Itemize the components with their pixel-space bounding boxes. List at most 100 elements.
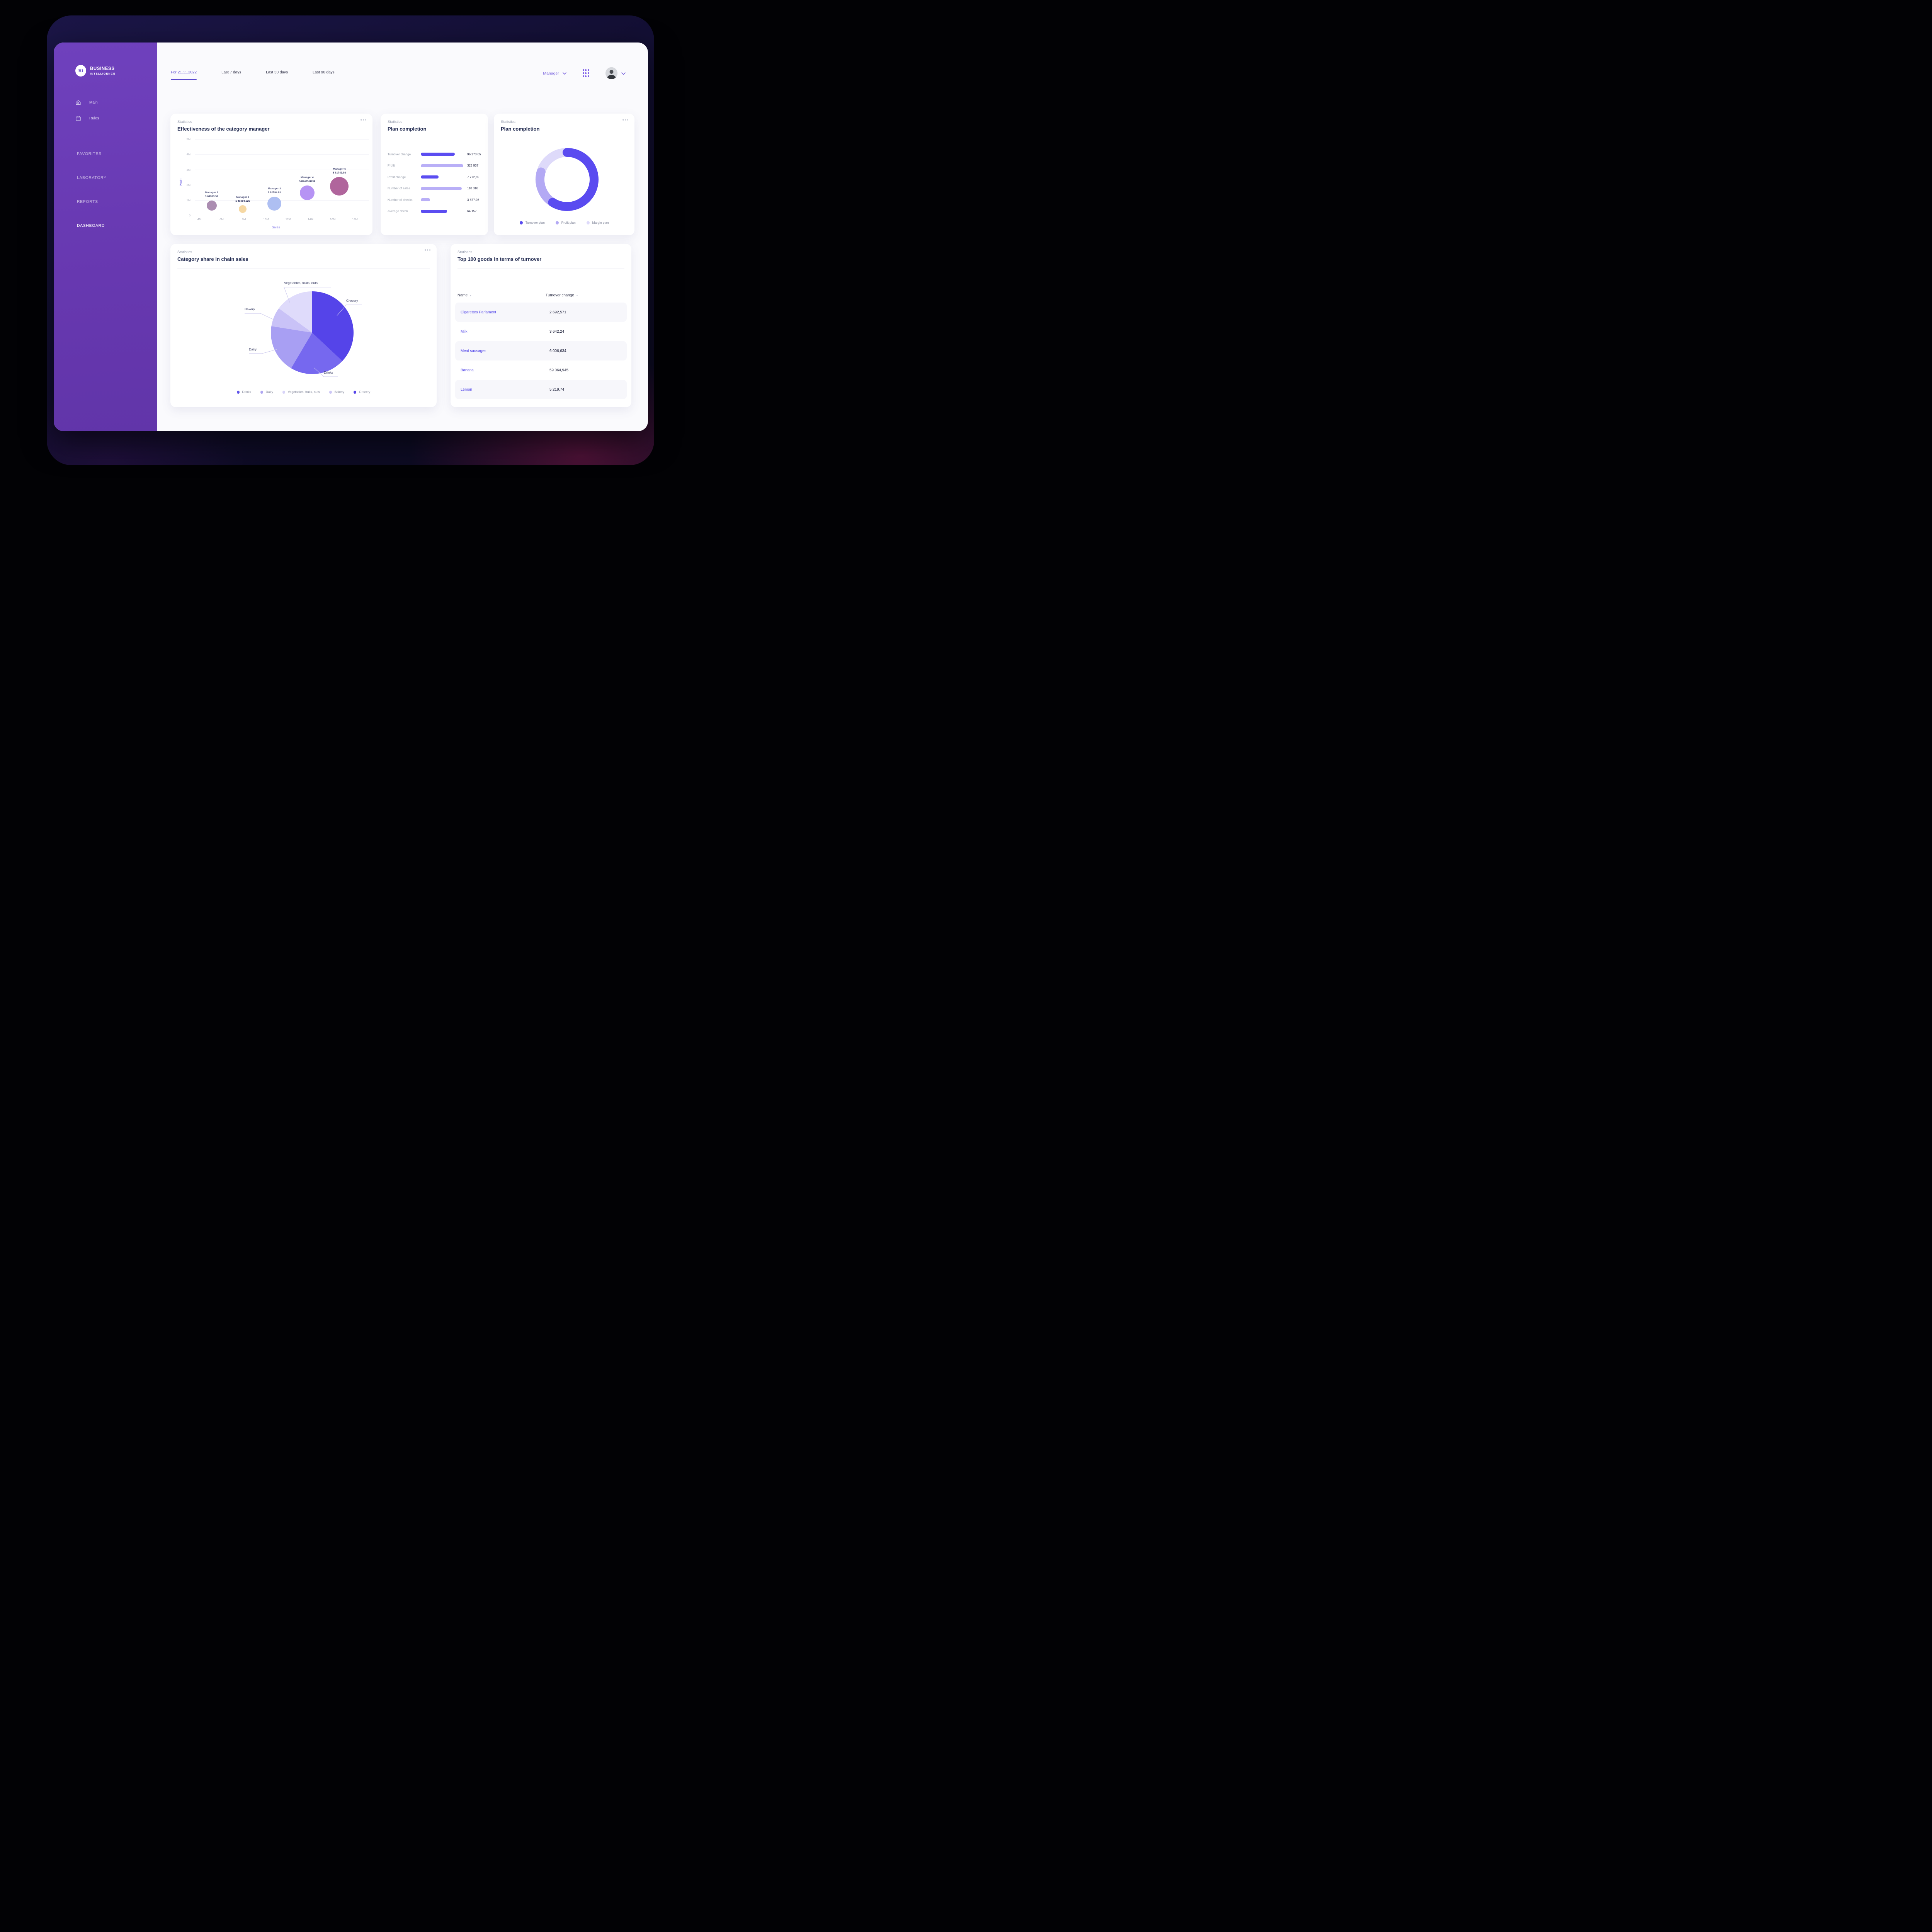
sort-icon[interactable]: ▾ [470,294,471,297]
sidebar-item-label: Rules [89,116,99,121]
x-tick-label: 18M [352,218,358,221]
legend-dot [555,221,559,224]
sidebar-item-label: Main [89,100,98,105]
turnover-value: 59 064,945 [549,368,569,372]
table-row[interactable]: Lemon 5 219,74 [455,380,627,399]
y-tick-label: 5M [186,138,190,141]
metric-bar-track [421,164,464,167]
metric-label: Number of checks [388,198,413,202]
legend-item: Drinks [236,390,251,394]
card-plan-bars: Statistics Plan completion Turnover chan… [381,114,488,235]
y-tick-label: 2M [186,183,190,187]
turnover-value: 5 219,74 [549,388,565,392]
sidebar-menu: Main Rules [75,98,99,130]
card-eyebrow: Statistics [388,120,403,124]
brand-line2: INTELLIGENCE [90,71,116,75]
topbar-right: Manager [543,67,626,79]
bubble-value: 5 89405.8239 [299,180,315,183]
bubble-manager-3 [267,196,282,211]
metric-label: Average check [388,209,408,213]
avatar[interactable] [605,67,617,79]
pie-legend: Drinks Dairy Vegetables, fruits, nuts Baker… [170,390,437,394]
date-tab[interactable]: Last 30 days [266,70,288,75]
legend-label: Vegetables, fruits, nuts [287,390,320,394]
donut-segment-profit-plan [536,167,557,207]
metric-row: Profit change 7 772,89 [388,175,483,179]
brand-line1: BUSINESS [90,66,115,71]
legend-label: Margin plan [592,221,609,224]
manager-dropdown[interactable]: Manager [543,71,566,76]
turnover-value: 3 642,24 [549,330,565,334]
card-effectiveness: Statistics Effectiveness of the category… [170,114,372,235]
legend-dot [354,390,357,394]
metric-row: Turnover change 96 273,65 [388,152,483,156]
date-tab[interactable]: For 21.11.2022 [171,70,197,80]
metric-bar [421,175,439,179]
gridline [195,154,369,155]
bubble-value: 1 41094,525 [235,199,250,202]
metric-bar-track [421,187,464,190]
date-tab[interactable]: Last 90 days [312,70,335,75]
x-tick-label: 12M [285,218,291,221]
apps-grid-icon[interactable] [582,69,589,77]
bubble-manager-4 [299,185,315,201]
table-row[interactable]: Cigarettes Parlament 2 692,571 [455,303,627,322]
metric-bar [421,187,462,190]
gridline [195,200,369,201]
callout-line [245,313,275,320]
y-tick-label: 0 [189,214,190,217]
turnover-value: 2 692,571 [549,310,566,315]
metric-row: Average check 64 157 [388,209,483,213]
date-tab[interactable]: Last 7 days [221,70,242,75]
table-row[interactable]: Meat sausages 6 006,634 [455,341,627,361]
legend-dot [329,390,332,394]
metric-bar [421,153,455,156]
y-axis-title: Profit [179,179,183,186]
chevron-down-icon[interactable] [621,70,626,77]
donut-segment-turnover-plan [548,148,599,211]
more-menu-icon[interactable] [622,119,628,121]
card-eyebrow: Statistics [501,120,516,124]
logo: BI [75,65,86,77]
pie-callout-label: Vegetables, fruits, nuts [284,281,318,285]
sidebar: BI BUSINESS INTELLIGENCE Main [54,43,157,431]
y-tick-label: 3M [186,168,190,172]
sidebar-section-reports[interactable]: REPORTS [77,199,98,204]
legend-dot [519,221,523,224]
legend-item: Profit plan [555,221,576,224]
sidebar-section-dashboard[interactable]: DASHBOARD [77,223,105,228]
sidebar-item-main[interactable]: Main [75,98,99,107]
goods-name-link[interactable]: Meat sausages [461,349,486,353]
card-top-goods: Statistics Top 100 goods in terms of tur… [451,244,631,407]
more-menu-icon[interactable] [425,249,430,251]
bubble-manager-1 [206,201,217,211]
legend-dot [282,390,285,394]
x-tick-label: 8M [242,218,246,221]
pie-chart [271,291,354,374]
goods-name-link[interactable]: Banana [461,368,474,372]
x-tick-label: 4M [197,218,202,221]
table-body: Cigarettes Parlament 2 692,571 Milk 3 642,2… [455,303,627,399]
metric-row: Number of checks 3 877,98 [388,198,483,202]
pie-callout-label: Grocery [346,299,358,303]
goods-name-link[interactable]: Cigarettes Parlament [461,310,497,315]
metric-value: 3 877,98 [467,198,480,202]
sidebar-section-laboratory[interactable]: LABORATORY [77,175,107,180]
table-row[interactable]: Banana 59 064,945 [455,361,627,380]
brand: BI BUSINESS INTELLIGENCE [75,65,116,77]
sidebar-item-rules[interactable]: Rules [75,114,99,122]
metric-bar [421,198,430,201]
metric-bar-track [421,209,464,213]
metric-label: Profit [388,164,395,167]
legend-item: Margin plan [586,221,609,224]
sort-icon[interactable]: ▾ [576,294,578,297]
turnover-value: 6 006,634 [549,349,566,353]
sidebar-section-favorites[interactable]: FAVORITES [77,151,102,156]
table-row[interactable]: Milk 3 642,24 [455,322,627,341]
donut-chart [536,148,599,211]
goods-name-link[interactable]: Milk [461,330,468,334]
goods-name-link[interactable]: Lemon [461,388,472,392]
more-menu-icon[interactable] [361,119,366,121]
